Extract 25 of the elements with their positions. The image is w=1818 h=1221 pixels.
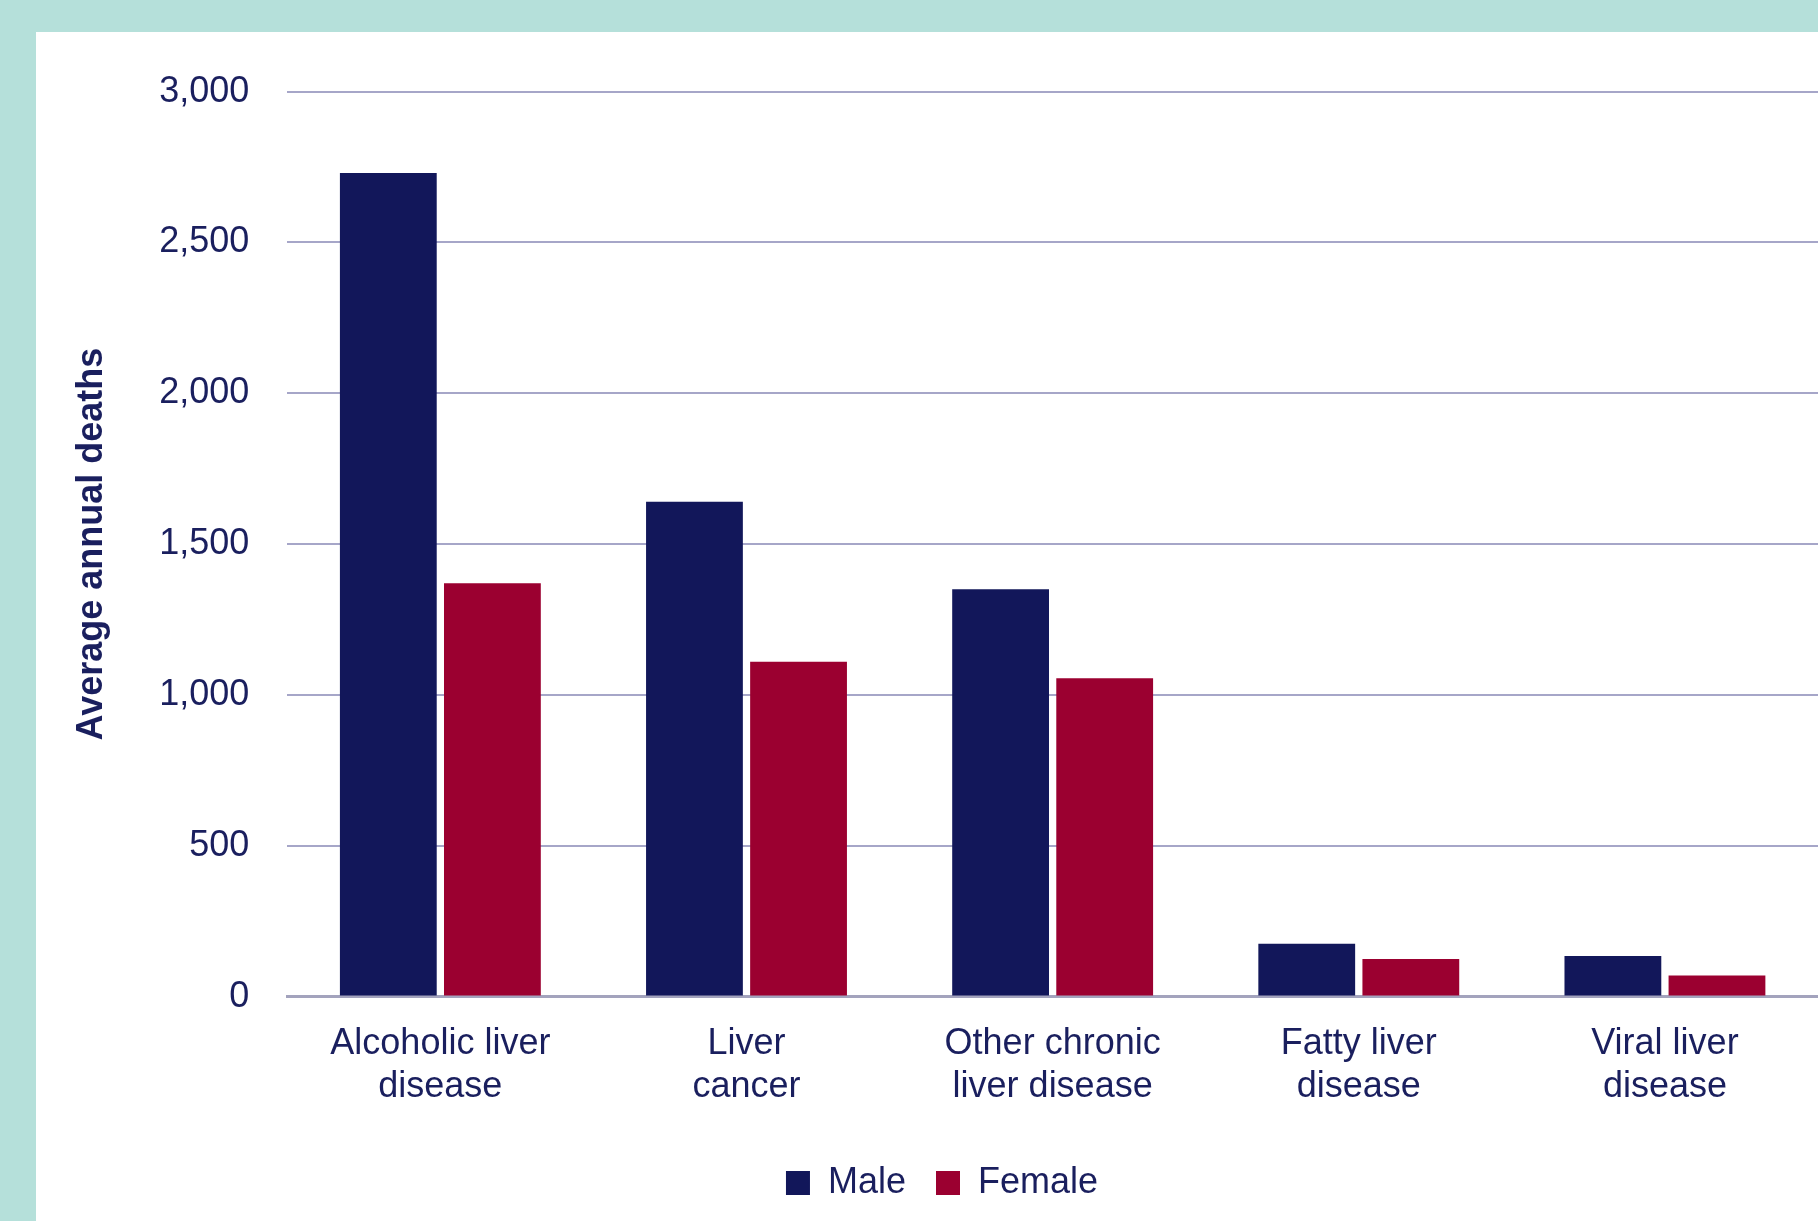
bar bbox=[1564, 955, 1662, 996]
legend-label: Female bbox=[977, 1159, 1099, 1201]
y-axis-title: Average annual deaths bbox=[68, 347, 110, 741]
y-tick-label: 2,500 bbox=[159, 219, 250, 261]
bar bbox=[646, 501, 743, 996]
y-tick-label: 500 bbox=[189, 822, 250, 864]
bar bbox=[1056, 678, 1154, 996]
bar bbox=[1258, 943, 1356, 996]
y-tick-label: 3,000 bbox=[159, 68, 250, 110]
bar bbox=[339, 173, 437, 996]
bar bbox=[1668, 975, 1766, 996]
x-tick-label: Fatty liver disease bbox=[1280, 1021, 1437, 1106]
y-tick-label: 2,000 bbox=[159, 370, 250, 412]
x-tick-label: Other chronic liver disease bbox=[944, 1021, 1161, 1106]
y-tick-label: 1,500 bbox=[159, 521, 250, 563]
bar bbox=[444, 583, 541, 996]
bar bbox=[750, 661, 847, 996]
x-tick-label: Viral liver disease bbox=[1591, 1021, 1739, 1106]
y-tick-label: 1,000 bbox=[159, 671, 250, 713]
y-tick-label: 0 bbox=[229, 973, 250, 1015]
x-tick-label: Alcoholic liver disease bbox=[330, 1021, 551, 1106]
bar bbox=[952, 589, 1049, 996]
bar bbox=[1362, 958, 1460, 996]
legend-label: Male bbox=[827, 1159, 906, 1201]
x-tick-label: Liver cancer bbox=[692, 1021, 801, 1106]
